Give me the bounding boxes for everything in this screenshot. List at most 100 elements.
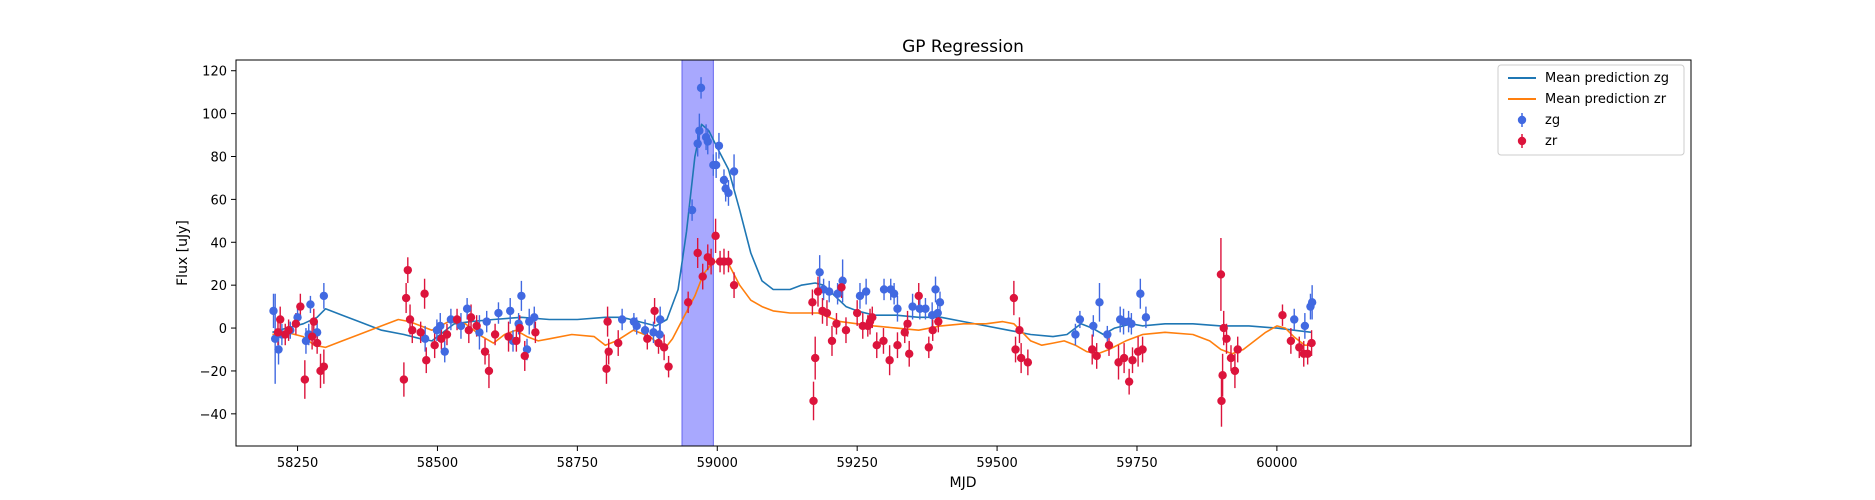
zg-point [420, 334, 430, 343]
zr-point [1128, 356, 1137, 365]
zg-point [1103, 330, 1112, 339]
x-tick-label: 59000 [697, 456, 738, 471]
zg-point [719, 175, 729, 185]
y-tick-label: 0 [219, 322, 227, 337]
zr-point [273, 328, 283, 337]
x-axis-label: MJD [950, 475, 977, 491]
zr-point [401, 293, 411, 303]
points-layer [269, 83, 1317, 406]
zr-point [650, 306, 659, 316]
zr-point [1092, 351, 1101, 361]
zg-point [1300, 321, 1310, 331]
zr-point [490, 330, 500, 339]
zg-point [838, 276, 847, 286]
zg-point [1307, 298, 1317, 307]
x-tick-label: 58750 [557, 456, 598, 471]
zg-point [640, 326, 650, 335]
zr-point [403, 265, 413, 275]
zr-point [602, 364, 611, 373]
x-tick-label: 60000 [1256, 456, 1297, 471]
zg-point [655, 315, 665, 324]
zg-point [833, 289, 842, 298]
zr-point [934, 317, 943, 326]
zr-point [879, 336, 888, 346]
y-tick-label: 80 [210, 151, 227, 166]
zr-point [1217, 396, 1226, 406]
y-tick-label: −40 [200, 408, 227, 423]
zr-point [914, 291, 923, 301]
zr-point [531, 328, 540, 337]
zg-point [517, 291, 526, 301]
zg-point [693, 139, 702, 148]
zr-point [420, 289, 429, 298]
zr-point [466, 313, 476, 322]
legend-label-zr: zr [1545, 134, 1558, 149]
y-axis-label: Flux [uJy] [175, 220, 191, 286]
y-tick-label: 60 [210, 193, 227, 208]
x-tick-label: 59250 [836, 456, 877, 471]
zr-point [276, 315, 285, 324]
y-ticks: −40 −20 0 20 40 60 80 100 120 [200, 65, 236, 423]
zr-point [603, 317, 612, 326]
zr-point [307, 332, 317, 341]
zr-point [885, 356, 894, 365]
zg-point [522, 345, 532, 354]
x-tick-label: 58250 [277, 456, 318, 471]
zr-point [698, 272, 707, 281]
legend-box [1497, 64, 1685, 156]
mean-lines-layer [272, 123, 1312, 355]
zr-point [430, 341, 439, 350]
zr-point [900, 328, 909, 337]
zr-point [1303, 349, 1312, 358]
zr-point [905, 349, 914, 358]
zr-point [399, 375, 409, 384]
y-tick-label: 20 [210, 279, 227, 294]
zg-point [815, 268, 824, 277]
zr-point [464, 326, 473, 335]
zg-point [1141, 313, 1151, 322]
zr-point [1230, 366, 1240, 376]
zr-point [312, 338, 322, 348]
zg-point [301, 336, 311, 346]
zg-point [440, 347, 449, 356]
zr-point [1119, 353, 1129, 363]
zg-point [306, 300, 315, 309]
zr-point [604, 347, 613, 356]
zg-point [893, 304, 902, 313]
zg-point [436, 321, 445, 331]
zr-point [284, 326, 293, 335]
zr-point [693, 248, 702, 258]
zg-point [1071, 330, 1080, 339]
zr-point [924, 343, 934, 352]
zg-point [695, 126, 704, 135]
zg-point [269, 306, 278, 316]
zr-point [405, 315, 415, 324]
zg-point [632, 321, 641, 331]
zr-point [832, 319, 841, 328]
zr-point [1216, 270, 1226, 279]
zg-point [655, 330, 664, 339]
zr-point [416, 328, 425, 337]
legend: Mean prediction zg Mean prediction zr zg… [1497, 64, 1685, 156]
legend-label-mean-zr: Mean prediction zr [1545, 92, 1667, 107]
zg-point [462, 304, 472, 313]
zr-point [1088, 345, 1097, 354]
zr-point [1307, 338, 1316, 348]
zg-point [1136, 289, 1145, 298]
zr-point [512, 336, 521, 346]
zr-point [319, 362, 329, 371]
chart-title: GP Regression [902, 37, 1024, 57]
zg-point [921, 304, 930, 313]
plot-area: 58250 58500 58750 59000 59250 59500 59750 60000… [200, 59, 1692, 471]
zr-point [504, 332, 513, 341]
x-tick-label: 59750 [1116, 456, 1157, 471]
y-tick-label: 100 [202, 108, 227, 123]
x-tick-label: 59500 [976, 456, 1017, 471]
zr-point [1218, 371, 1227, 380]
zg-point [824, 287, 834, 296]
zr-point [1016, 353, 1026, 363]
zr-point [659, 343, 669, 352]
zg-point [711, 160, 721, 170]
zg-point [1089, 321, 1098, 331]
zg-point [446, 315, 456, 324]
